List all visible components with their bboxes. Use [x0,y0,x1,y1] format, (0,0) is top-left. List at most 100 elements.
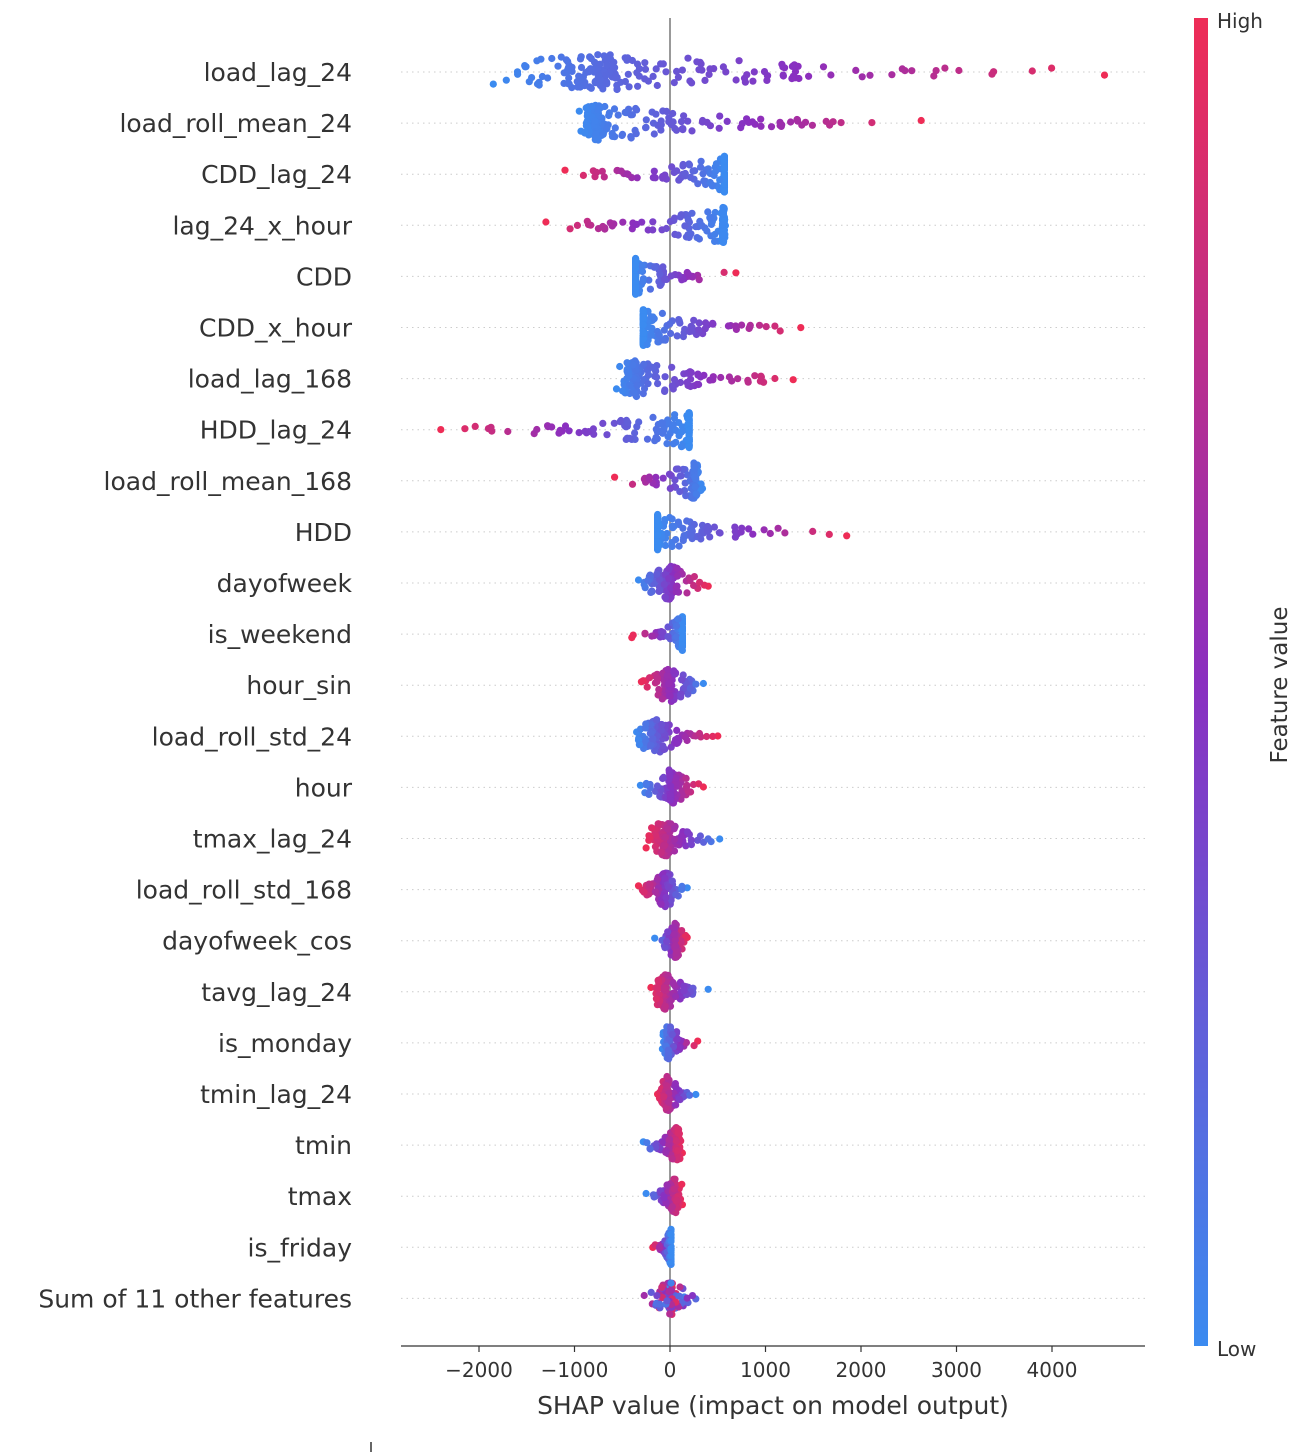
swarm-point [673,167,681,175]
swarm-point [716,176,724,184]
swarm-point [732,322,740,330]
swarm-point [672,1137,681,1145]
swarm-point [667,782,675,790]
swarm-point [654,820,662,828]
swarm-point [719,63,728,71]
swarm-point [825,530,833,539]
swarm-point [681,169,689,178]
feature-label: hour_sin [246,671,352,700]
swarm-point [674,1129,682,1137]
swarm-point [643,435,652,443]
swarm-point [677,443,686,451]
swarm-point [666,772,674,781]
swarm-point [697,60,705,68]
swarm-point [699,170,707,178]
x-axis-ticks: −2000 −1000 0 1000 2000 3000 4000 [445,1346,1077,1382]
colorbar-title: Feature value [1267,606,1293,763]
swarm-point [602,71,610,79]
swarm-point [672,891,680,899]
swarm-point [655,331,663,339]
swarm-point [737,528,745,536]
swarm-point [720,268,728,276]
swarm-point [684,216,692,224]
swarm-point [566,225,574,233]
swarm-point [723,117,731,125]
swarm-point [643,1139,651,1147]
swarm-point [642,124,650,132]
swarm-point [710,65,718,73]
swarm-point [663,107,671,115]
swarm-point [787,118,795,126]
swarm-point [654,380,662,388]
swarm-point [659,628,667,637]
swarm-point [660,1093,668,1101]
swarm-point [743,71,751,79]
swarm-point [565,427,573,435]
swarm-point [678,927,686,935]
feature-swarm [489,51,1109,94]
swarm-point [661,373,669,381]
swarm-point [684,54,692,62]
x-tick-label: 3000 [931,1358,982,1382]
swarm-point [633,69,641,77]
swarm-point [575,429,583,437]
swarm-point [650,263,659,271]
swarm-point [642,116,650,124]
swarm-point [728,377,736,385]
swarm-point [684,270,692,278]
swarm-point [677,693,685,701]
feature-label: is_monday [218,1029,352,1058]
swarm-point [639,278,647,286]
swarm-point [685,436,693,444]
swarm-point [663,671,671,680]
swarm-point [690,581,698,590]
swarm-point [708,181,717,189]
feature-label: load_roll_std_168 [136,876,352,905]
swarm-point [675,317,683,325]
swarm-point [711,237,719,245]
swarm-point [660,1194,668,1202]
swarm-point [658,695,666,703]
swarm-point [619,218,627,226]
swarm-point [1028,67,1036,75]
swarm-point [645,475,653,483]
swarm-point [683,517,691,525]
swarm-point [600,173,608,181]
swarm-point [660,773,668,782]
swarm-point [717,373,725,382]
swarm-point [664,665,672,674]
swarm-point [649,72,657,80]
swarm-point [594,106,602,114]
swarm-point [716,112,724,120]
swarm-point [660,275,669,283]
swarm-point [598,167,606,175]
swarm-point [672,992,680,1001]
swarm-point [685,442,693,450]
x-tick-label: 1000 [740,1358,791,1382]
swarm-point [591,130,600,138]
swarm-point [619,387,627,395]
swarm-point [611,473,619,481]
swarm-point [678,645,686,653]
swarm-point [673,726,681,735]
swarm-point [665,680,673,688]
swarm-point [678,790,686,798]
feature-swarm [611,459,707,502]
swarm-point [669,440,678,448]
swarm-point [671,1175,679,1183]
swarm-point [641,59,649,67]
swarm-point [654,531,662,539]
swarm-point [809,527,817,536]
swarm-point [692,490,700,498]
swarm-point [691,473,699,481]
swarm-point [715,124,723,132]
colorbar [1194,18,1208,1346]
swarm-point [577,53,585,61]
feature-swarm [639,1124,687,1164]
swarm-point [669,109,677,118]
swarm-point [681,733,690,741]
swarm-point [603,62,611,70]
swarm-point [633,106,641,114]
swarm-point [677,937,685,945]
swarm-point [720,188,729,196]
